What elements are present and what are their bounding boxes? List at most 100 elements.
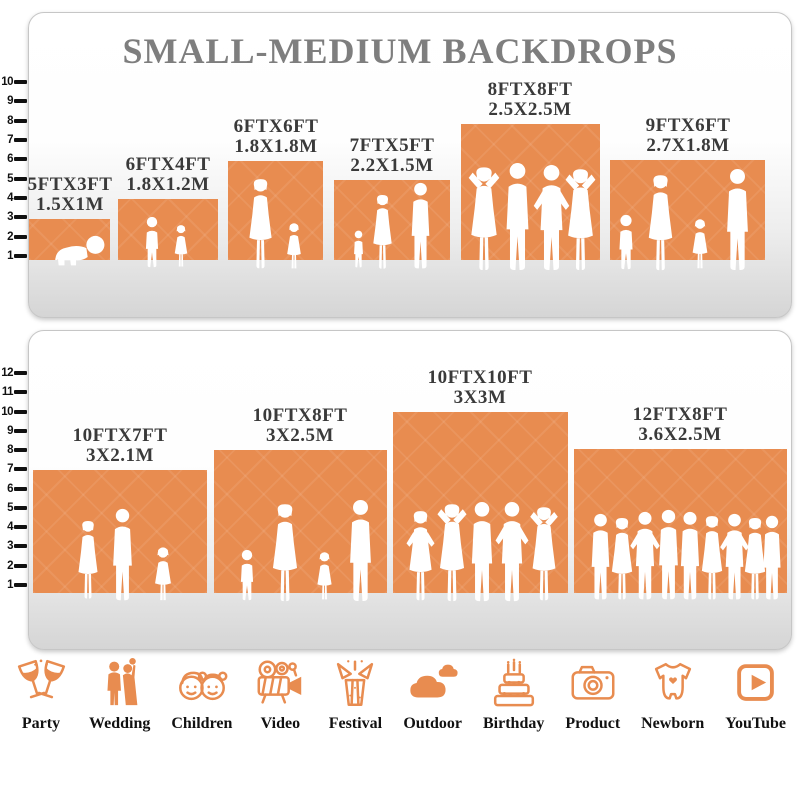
toddler-silhouette — [349, 230, 368, 268]
page-title: SMALL-MEDIUM BACKDROPS — [122, 31, 678, 71]
size-m: 2.5X2.5M — [488, 99, 572, 120]
axis-tick: 1 — [0, 578, 28, 592]
tick-dash — [14, 563, 27, 568]
boy-silhouette — [234, 549, 260, 601]
size-m: 2.2X1.5M — [350, 155, 434, 176]
category-festival: Festival — [328, 656, 382, 733]
axis-tick: 12 — [0, 366, 28, 380]
tick-label: 7 — [7, 463, 13, 476]
size-ft: 12FTX8FT — [632, 404, 728, 425]
axis-tick: 3 — [0, 539, 28, 553]
man-silhouette — [404, 182, 437, 270]
axis-tick: 10 — [0, 75, 28, 89]
size-m: 3X2.5M — [266, 425, 334, 446]
outdoor-icon — [410, 664, 458, 698]
axis-tick: 2 — [0, 230, 28, 244]
size-ft: 10FTX8FT — [252, 405, 348, 426]
tick-dash — [14, 390, 27, 395]
size-m: 3.6X2.5M — [638, 424, 722, 445]
axis-tick: 5 — [0, 172, 28, 186]
tick-dash — [14, 99, 27, 104]
children-icon — [178, 671, 228, 701]
size-m: 3X2.1M — [86, 445, 154, 466]
party-icon — [17, 659, 66, 699]
backdrop-size-label: 10FTX10FT 3X3M — [428, 368, 533, 408]
axis-tick: 5 — [0, 501, 28, 515]
axis-tick: 1 — [0, 249, 28, 263]
axis-tick: 10 — [0, 405, 28, 419]
tick-label: 8 — [7, 114, 13, 127]
tick-label: 7 — [7, 133, 13, 146]
tick-dash — [14, 544, 27, 549]
tick-dash — [14, 486, 27, 491]
size-m: 3X3M — [453, 387, 507, 408]
size-ft: 6FTX6FT — [233, 116, 319, 137]
axis-tick: 7 — [0, 133, 28, 147]
size-ft: 9FTX6FT — [645, 115, 731, 136]
backdrop-size-label: 10FTX7FT 3X2.1M — [73, 426, 168, 466]
size-m: 1.8X1.2M — [126, 174, 210, 195]
tick-label: 6 — [7, 153, 13, 166]
category-video: Video — [253, 656, 307, 733]
baby-silhouette — [49, 234, 107, 266]
tick-dash — [14, 428, 27, 433]
backdrop-size-label: 8FTX8FT 2.5X2.5M — [488, 80, 573, 120]
video-icon — [257, 660, 302, 704]
scale-axis-top: 10 9 8 7 6 5 4 3 2 1 — [0, 75, 28, 263]
backdrop-rect-6ftx4ft — [118, 199, 218, 260]
backdrop-size-label: 12FTX8FT 3.6X2.5M — [633, 405, 728, 445]
size-ft: 6FTX4FT — [125, 154, 211, 175]
newborn-icon — [654, 662, 691, 700]
size-ft: 8FTX8FT — [487, 79, 573, 100]
tick-dash — [14, 582, 27, 587]
tick-label: 5 — [7, 172, 13, 185]
tick-label: 10 — [1, 76, 13, 88]
woman-silhouette — [642, 174, 679, 272]
category-party: Party — [14, 656, 68, 733]
tick-dash — [14, 80, 27, 84]
man-silhouette — [105, 508, 140, 602]
tick-label: 9 — [7, 424, 13, 437]
tick-label: 2 — [7, 230, 13, 243]
category-label: Wedding — [88, 715, 151, 732]
tick-dash — [14, 371, 27, 375]
size-ft: 10FTX7FT — [72, 425, 168, 446]
tick-label: 4 — [7, 191, 13, 204]
scale-axis-bottom: 12 11 10 9 8 7 6 5 4 3 2 1 — [0, 366, 28, 592]
tick-label: 3 — [7, 211, 13, 224]
girl-silhouette — [282, 222, 306, 270]
tick-dash — [14, 505, 27, 510]
category-label: Children — [171, 715, 233, 732]
tick-dash — [14, 234, 27, 239]
category-product: Product — [565, 656, 620, 733]
axis-tick: 9 — [0, 424, 28, 438]
festival-icon — [337, 660, 374, 706]
axis-tick: 4 — [0, 520, 28, 534]
man-silhouette — [756, 515, 788, 601]
axis-tick: 9 — [0, 94, 28, 108]
tick-label: 12 — [1, 367, 13, 379]
axis-tick: 4 — [0, 191, 28, 205]
man-silhouette — [341, 499, 380, 603]
category-label: Birthday — [483, 715, 545, 732]
backdrop-rect-7ftx5ft — [334, 180, 450, 260]
tick-label: 11 — [1, 386, 14, 399]
tick-label: 8 — [7, 444, 13, 457]
woman-silhouette — [73, 520, 103, 600]
category-newborn: Newborn — [641, 656, 704, 733]
backdrop-size-label: 6FTX6FT 1.8X1.8M — [234, 117, 319, 157]
size-m: 1.5X1M — [36, 194, 104, 215]
girl-silhouette — [149, 546, 177, 602]
girl-silhouette — [312, 551, 337, 601]
tick-label: 4 — [7, 521, 13, 534]
category-label: Newborn — [641, 715, 705, 732]
tick-label: 6 — [7, 482, 13, 495]
tick-label: 10 — [1, 405, 13, 418]
axis-tick: 11 — [0, 385, 28, 399]
category-label: Outdoor — [403, 715, 463, 732]
axis-tick: 8 — [0, 443, 28, 457]
man-silhouette — [718, 168, 757, 272]
axis-tick: 3 — [0, 210, 28, 224]
boy-silhouette — [612, 214, 640, 270]
